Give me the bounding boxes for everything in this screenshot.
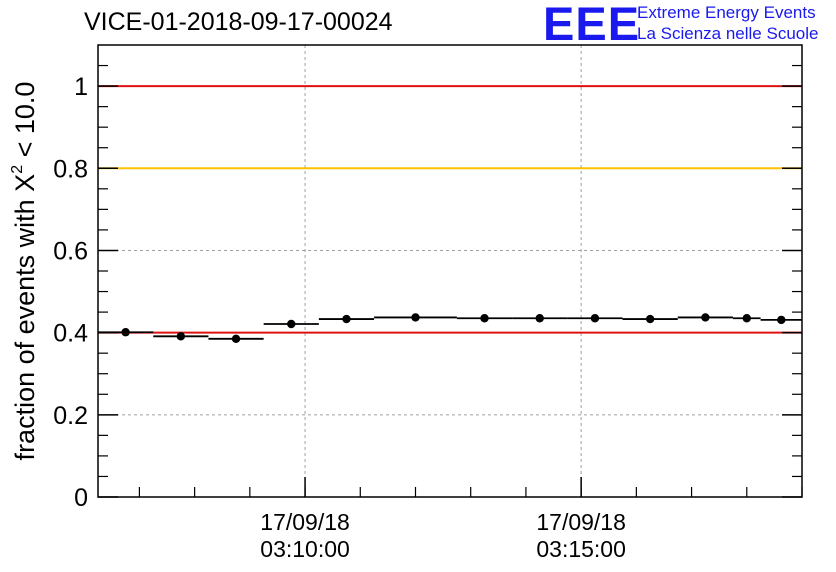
data-point xyxy=(176,332,186,341)
data-point xyxy=(701,313,710,322)
data-point xyxy=(480,314,489,323)
y-axis-label-symbol: X xyxy=(10,174,40,192)
x-tick-time-label: 03:10:00 xyxy=(260,536,350,562)
y-tick-label: 1 xyxy=(74,73,88,101)
y-tick-label: 0.4 xyxy=(53,320,88,348)
y-axis-label-suffix: < 10.0 xyxy=(10,82,40,165)
data-point xyxy=(121,328,130,337)
logo-caption-line2: La Scienza nelle Scuole xyxy=(637,24,819,43)
tick-labels: 00.20.40.60.8117/09/1803:10:0017/09/1803… xyxy=(53,73,626,562)
grid-lines xyxy=(98,45,802,497)
x-tick-date-label: 17/09/18 xyxy=(536,509,626,535)
y-tick-label: 0.8 xyxy=(53,155,88,183)
x-tick-date-label: 17/09/18 xyxy=(260,509,350,535)
data-point xyxy=(535,314,544,323)
data-point xyxy=(342,314,351,324)
y-tick-label: 0.2 xyxy=(53,402,88,430)
data-point xyxy=(742,314,751,323)
data-point xyxy=(411,313,420,322)
reference-lines xyxy=(98,85,802,334)
data-point xyxy=(777,315,786,325)
eee-logo: EEE xyxy=(543,0,641,50)
axis-ticks xyxy=(98,64,803,498)
logo-caption-line1: Extreme Energy Events xyxy=(637,3,816,22)
data-point xyxy=(287,319,296,329)
y-axis-label: fraction of events with X2 < 10.0 xyxy=(9,82,40,461)
data-points xyxy=(98,313,802,343)
data-point xyxy=(231,334,241,343)
plot-frame xyxy=(97,44,803,498)
chart-title: VICE-01-2018-09-17-00024 xyxy=(84,8,393,36)
y-axis-label-superscript: 2 xyxy=(9,165,26,174)
data-point xyxy=(590,314,600,323)
x-tick-time-label: 03:15:00 xyxy=(536,536,626,562)
y-tick-label: 0 xyxy=(74,484,88,512)
y-axis-label-prefix: fraction of events with xyxy=(10,192,40,461)
data-point xyxy=(645,314,655,324)
y-tick-label: 0.6 xyxy=(53,237,88,265)
